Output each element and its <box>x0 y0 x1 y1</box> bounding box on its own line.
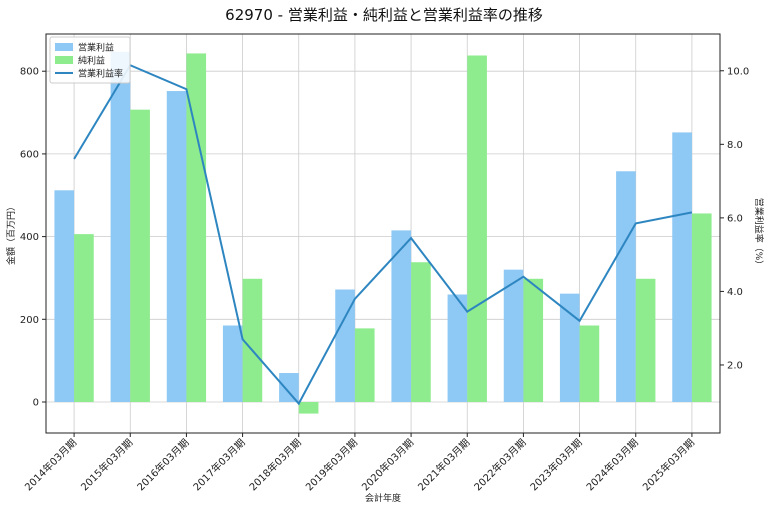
x-tick-label: 2015年03月期 <box>78 436 135 493</box>
x-tick-label: 2014年03月期 <box>22 436 79 493</box>
y2-axis-label: 営業利益率（%） <box>753 198 765 270</box>
y-tick-label: 600 <box>20 149 39 160</box>
plot-frame <box>45 33 721 434</box>
bar-net-profit <box>579 325 600 402</box>
x-tick-label: 2019年03月期 <box>303 436 360 493</box>
legend-entry: 純利益 <box>78 55 105 67</box>
x-tick-label: 2021年03月期 <box>415 436 472 493</box>
line-series <box>73 63 693 406</box>
bar-net-profit <box>186 53 207 402</box>
x-tick-label: 2016年03月期 <box>134 436 191 493</box>
y-tick-label: 200 <box>20 315 39 326</box>
bar-operating-profit <box>54 190 75 402</box>
bar-operating-profit <box>391 230 412 402</box>
bar-operating-profit <box>447 294 468 402</box>
bar-net-profit <box>298 401 319 414</box>
bar-operating-profit <box>279 373 299 402</box>
chart-title: 62970 - 営業利益・純利益と営業利益率の推移 <box>225 6 543 24</box>
bar-operating-profit <box>503 269 524 402</box>
bar-net-profit <box>354 328 375 402</box>
y2-tick-label: 4.0 <box>727 287 743 298</box>
bar-net-profit <box>523 278 544 402</box>
y2-axis-ticks: 2.0 4.0 6.0 8.0 10.0 <box>720 66 749 371</box>
legend-entry: 営業利益率 <box>78 68 123 80</box>
bar-operating-profit <box>616 171 636 402</box>
bar-operating-profit <box>335 289 355 402</box>
bar-net-profit <box>242 278 263 402</box>
x-axis-label: 会計年度 <box>365 492 401 504</box>
bar-operating-profit <box>672 132 692 402</box>
bar-operating-profit <box>559 293 580 402</box>
bars <box>54 51 712 414</box>
x-tick-label: 2018年03月期 <box>246 436 303 493</box>
legend-swatch <box>55 56 73 64</box>
bar-operating-profit <box>222 325 243 402</box>
x-tick-label: 2023年03月期 <box>527 436 584 493</box>
x-tick-label: 2024年03月期 <box>583 436 640 493</box>
line-operating-margin <box>73 63 693 406</box>
y2-tick-label: 10.0 <box>727 66 749 77</box>
y-axis-ticks: 0 200 400 600 800 <box>20 67 46 408</box>
x-tick-label: 2020年03月期 <box>359 436 416 493</box>
legend-swatch <box>55 43 73 51</box>
y-tick-label: 0 <box>33 397 39 408</box>
y2-tick-label: 6.0 <box>727 213 743 224</box>
bar-net-profit <box>74 234 94 402</box>
bar-net-profit <box>635 278 656 402</box>
y-tick-label: 800 <box>20 67 39 78</box>
legend-entry: 営業利益 <box>78 42 114 54</box>
y2-tick-label: 8.0 <box>727 140 743 151</box>
y-axis-label: 金額（百万円） <box>5 202 17 265</box>
bar-net-profit <box>691 213 712 402</box>
x-tick-label: 2017年03月期 <box>190 436 247 493</box>
x-tick-label: 2022年03月期 <box>471 436 528 493</box>
x-axis-ticks: 2014年03月期 2015年03月期 2016年03月期 2017年03月期 2018… <box>22 433 697 493</box>
x-tick-label: 2025年03月期 <box>640 436 697 493</box>
bar-operating-profit <box>166 91 187 402</box>
bar-net-profit <box>411 262 431 402</box>
bar-operating-profit <box>110 51 131 402</box>
y-tick-label: 400 <box>20 232 39 243</box>
y2-tick-label: 2.0 <box>727 360 743 371</box>
bar-net-profit <box>467 55 487 402</box>
bar-net-profit <box>130 109 150 402</box>
